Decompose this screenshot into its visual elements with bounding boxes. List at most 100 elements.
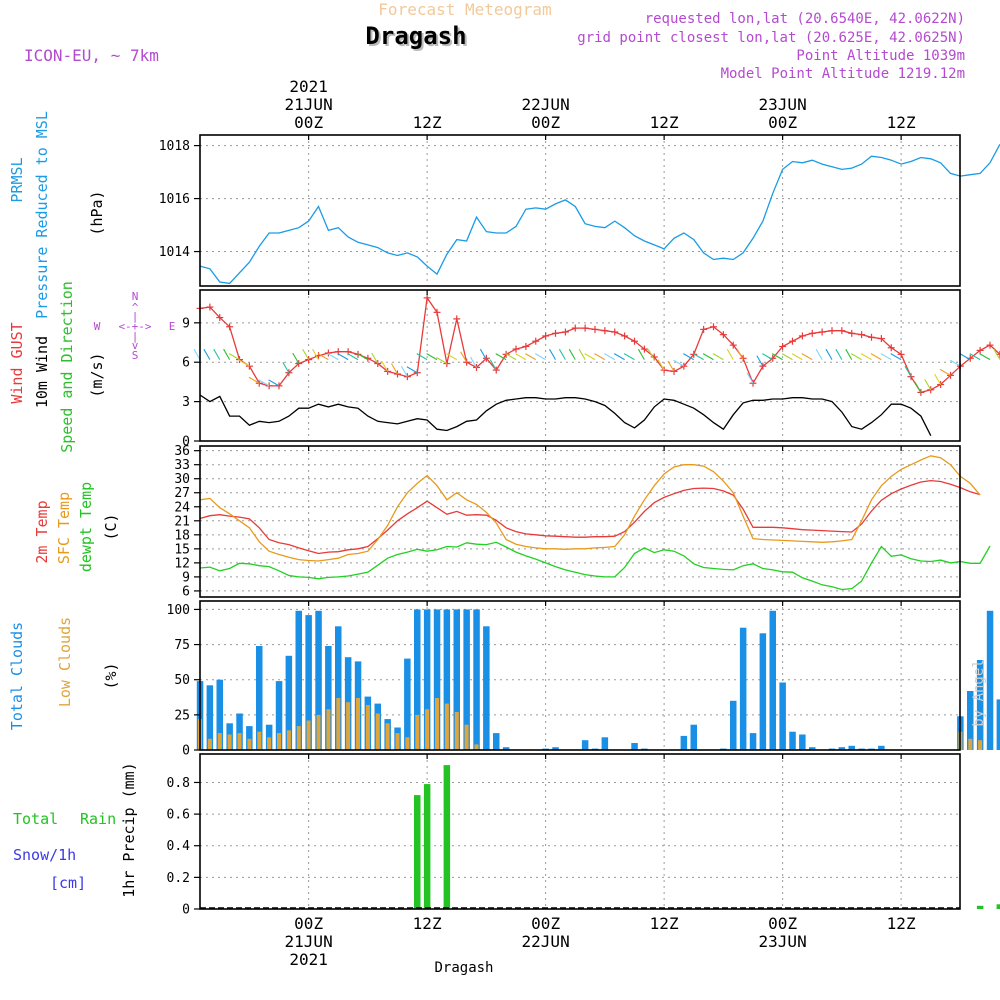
bar-total-rain [414, 795, 421, 909]
pressure-msl-label: Pressure Reduced to MSL [33, 111, 51, 319]
wind-direction-arrow [558, 348, 566, 360]
bar-total-clouds [680, 735, 688, 750]
wind-direction-arrow [979, 353, 991, 361]
wind-direction-arrow [890, 353, 902, 361]
gust-marker [719, 331, 727, 339]
bar-total-clouds [799, 734, 806, 750]
bar-low-clouds [326, 709, 331, 750]
wind-direction-arrow [934, 373, 942, 385]
wind-direction-arrow [416, 353, 428, 361]
gust-marker [808, 329, 816, 337]
y-tick-label: 0.2 [167, 871, 190, 886]
bar-total-clouds [631, 743, 638, 750]
gust-marker [324, 349, 332, 357]
y-tick-label: 1014 [159, 245, 190, 260]
bar-low-clouds [385, 723, 390, 750]
bar-total-clouds [789, 731, 796, 750]
y-tick-label: 0.8 [167, 776, 190, 791]
top-time-label: 2021 [289, 77, 328, 96]
bar-total-clouds [453, 609, 460, 750]
point-altitude: Point Altitude 1039m [796, 48, 965, 64]
precip-y-axis: 0 0.2 0.4 0.6 0.8 [167, 754, 902, 918]
bar-total-clouds [976, 660, 984, 750]
y-tick-label: 15 [174, 542, 190, 557]
bar-low-clouds [454, 712, 459, 750]
wind-direction-arrow [993, 348, 1000, 360]
total-clouds-label: Total Clouds [8, 622, 26, 730]
y-tick-label: 9 [182, 570, 190, 585]
bar-low-clouds [267, 737, 272, 750]
clouds-y-axis: 0 25 50 75 100 [167, 601, 902, 759]
pressure-panel: 1014 1016 1018 PRMSL Pressure Reduced to M… [8, 111, 1000, 319]
wind-direction-arrow [534, 353, 546, 361]
bar-low-clouds [247, 738, 252, 750]
bar-total-clouds [206, 685, 214, 750]
wind-direction-arrow [525, 353, 537, 361]
gust-marker [216, 314, 224, 322]
gust-marker [631, 337, 638, 345]
wind-speed-direction-label: Speed and Direction [58, 281, 76, 453]
pressure-unit-label: (hPa) [88, 190, 106, 235]
wind-direction-arrow [371, 352, 379, 364]
bar-low-clouds [405, 737, 410, 750]
wind-direction-arrow [845, 348, 853, 360]
wind-direction-arrow [446, 353, 458, 361]
bar-total-rain [423, 784, 431, 909]
wind-direction-arrow [673, 359, 685, 367]
gust-marker [887, 344, 895, 352]
wind-direction-arrow [781, 353, 793, 361]
gust-marker [877, 335, 885, 343]
bar-low-clouds [415, 714, 420, 750]
gust-marker [739, 354, 747, 362]
bar-total-clouds [236, 713, 243, 750]
y-tick-label: 3 [182, 395, 190, 410]
bar-total-clouds [769, 610, 776, 750]
bar-total-clouds [315, 610, 322, 750]
wind-direction-arrow [406, 366, 418, 374]
wind-direction-arrow [282, 362, 290, 373]
bar-total-clouds [463, 609, 470, 750]
top-time-label: 12Z [650, 113, 679, 132]
bottom-time-label: 22JUN [522, 932, 570, 951]
wind-direction-arrow [914, 381, 922, 393]
wind-direction-arrow [436, 357, 448, 365]
y-tick-label: 9 [182, 316, 190, 331]
wind-direction-arrow [203, 348, 211, 360]
bar-low-clouds [444, 703, 449, 750]
gust-marker [710, 323, 717, 331]
wind-direction-arrow [426, 353, 438, 361]
pressure-y-axis: 1014 1016 1018 [159, 135, 902, 260]
gust-marker [601, 327, 609, 335]
wind-direction-arrow [568, 348, 576, 360]
svg-text:|: | [132, 310, 139, 323]
bar-total-clouds [305, 615, 312, 750]
gust-marker [640, 345, 648, 353]
y-tick-label: 50 [174, 673, 190, 688]
wind-panel-frame [199, 289, 961, 442]
bar-total-clouds [779, 682, 786, 750]
gust-marker [561, 328, 569, 336]
clouds-grid [200, 601, 960, 750]
bar-total-clouds [739, 627, 747, 750]
wind-direction-arrow [479, 348, 487, 360]
wind-direction-arrow [549, 348, 556, 360]
svg-text:<-+->: <-+-> [118, 320, 151, 333]
gust-marker [621, 332, 629, 340]
temp-sfc-label: SFC Temp [55, 492, 73, 564]
series-line-sfc-temp [199, 455, 981, 562]
wind-direction-arrow [762, 353, 774, 361]
bar-low-clouds [217, 733, 222, 750]
bar-total-clouds [493, 733, 500, 750]
wind-direction-arrow [969, 353, 981, 361]
wind-direction-arrow [726, 348, 734, 360]
top-time-label: 12Z [413, 113, 442, 132]
wind-direction-arrow [317, 353, 329, 361]
model-altitude: Model Point Altitude 1219.12m [721, 66, 965, 82]
y-tick-label: 1016 [159, 192, 190, 207]
wind-direction-arrow [801, 353, 813, 361]
bar-total-rain [976, 905, 984, 909]
bar-total-clouds [325, 646, 332, 750]
prmsl-label: PRMSL [8, 157, 26, 202]
